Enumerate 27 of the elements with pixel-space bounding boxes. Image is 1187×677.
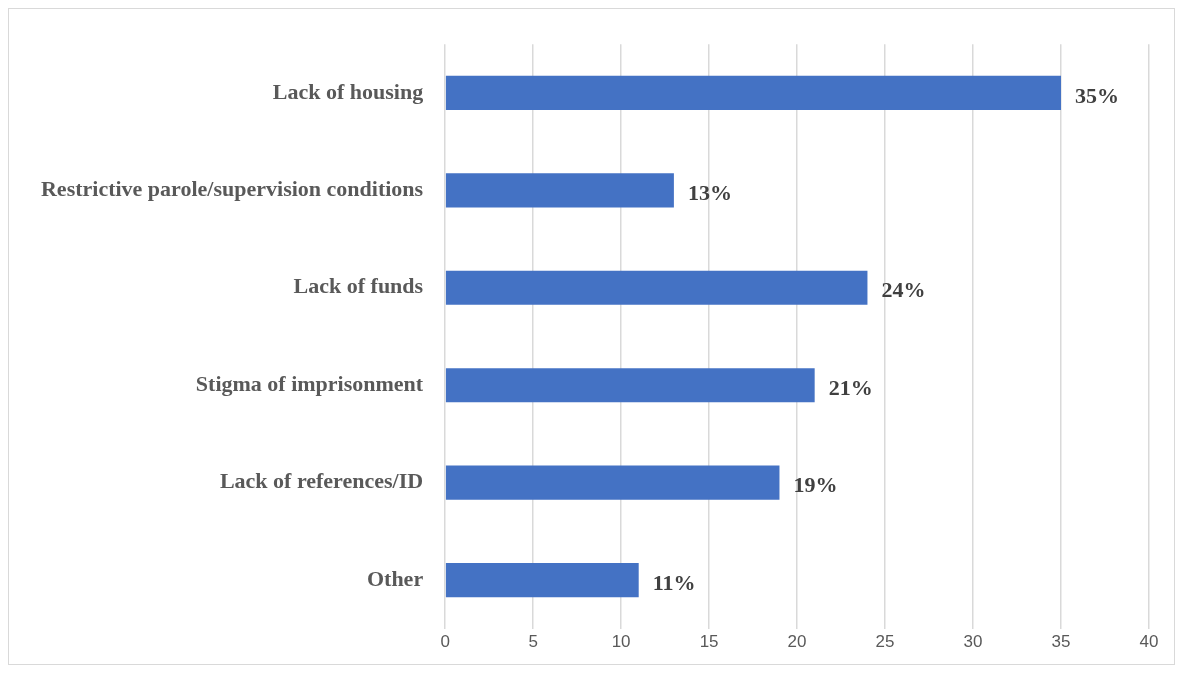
data-label: 24% xyxy=(881,277,926,303)
bar xyxy=(445,75,1062,110)
x-tick-label: 15 xyxy=(699,631,719,651)
y-tick-label: Other xyxy=(366,565,424,591)
data-label: 11% xyxy=(652,569,696,595)
data-label: 19% xyxy=(793,472,838,498)
y-tick-label: Lack of housing xyxy=(272,78,424,104)
y-tick-label: Lack of funds xyxy=(293,273,424,299)
bar xyxy=(445,368,815,403)
x-tick-label: 40 xyxy=(1139,631,1159,651)
data-label: 21% xyxy=(828,374,873,400)
data-label: 35% xyxy=(1075,82,1120,108)
y-tick-label: Stigma of imprisonment xyxy=(195,370,424,396)
x-tick-label: 25 xyxy=(875,631,895,651)
bar xyxy=(445,270,868,305)
x-tick-label: 30 xyxy=(963,631,983,651)
x-tick-label: 35 xyxy=(1051,631,1071,651)
x-tick-label: 20 xyxy=(787,631,807,651)
y-tick-label: Lack of references/ID xyxy=(219,468,424,494)
data-label: 13% xyxy=(687,180,732,206)
x-tick-label: 5 xyxy=(528,631,538,651)
bar xyxy=(445,563,639,598)
x-tick-label: 0 xyxy=(440,631,450,651)
y-tick-label: Restrictive parole/supervision conditions xyxy=(40,176,424,202)
bar xyxy=(445,173,674,208)
x-tick-label: 10 xyxy=(611,631,631,651)
bar xyxy=(445,465,780,500)
